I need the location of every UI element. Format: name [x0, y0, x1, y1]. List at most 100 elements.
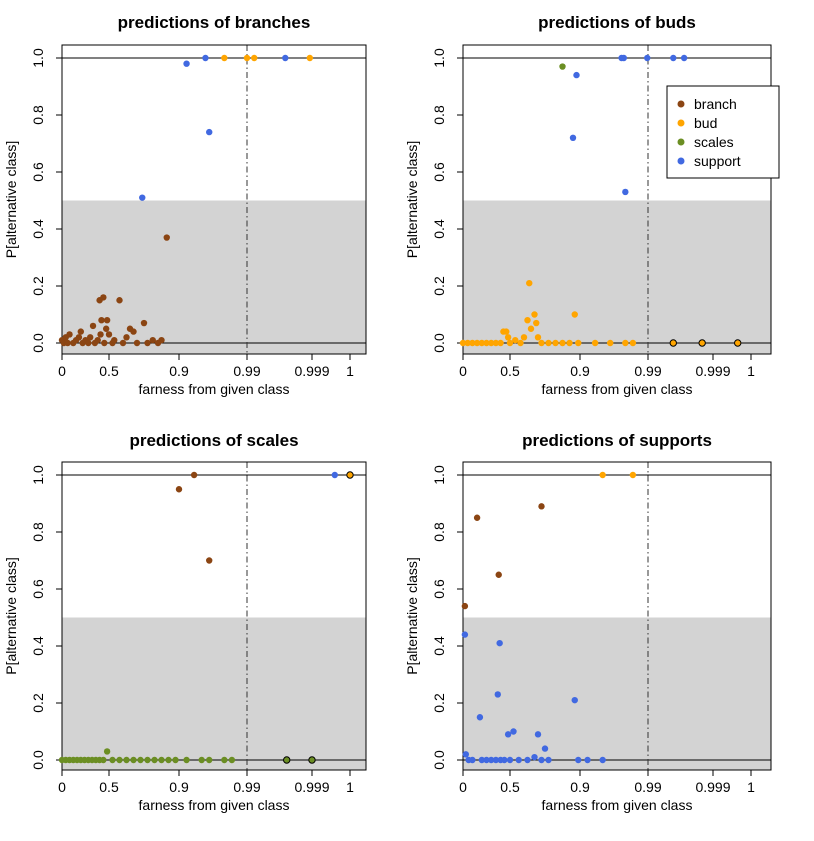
point-scales [130, 756, 137, 764]
y-tick-label: 1.0 [30, 465, 46, 485]
point-scales [151, 756, 158, 764]
point-support [541, 745, 549, 752]
point-support [492, 756, 500, 764]
plot-frame [462, 44, 772, 355]
point-branch [473, 514, 481, 521]
y-tick-label: 1.0 [431, 465, 447, 485]
x-tick-label: 0.5 [500, 779, 520, 795]
point-support [620, 54, 628, 62]
x-tick-label: 0.9 [570, 363, 590, 379]
point-bud [591, 339, 599, 347]
point-support [488, 756, 495, 764]
point-support [494, 691, 501, 698]
point-scales [109, 756, 116, 764]
point-branch [158, 336, 165, 344]
y-tick-label: 0.2 [30, 693, 46, 713]
point-bud [306, 54, 314, 62]
point-bud [251, 54, 258, 62]
legend: branch bud scales support [666, 85, 780, 179]
point-scales [206, 756, 213, 764]
point-scales [165, 756, 172, 764]
panel-1: predictions of branches 0 0.5 0.9 0.99 0.999 1… [3, 13, 367, 397]
y-tick-label: 0.0 [30, 333, 46, 353]
point-scales [183, 756, 190, 764]
point-support [139, 194, 146, 201]
point-branch [98, 317, 105, 324]
legend-marker-branch [677, 100, 685, 108]
panel-4: predictions of supports 0 0.5 0.9 0.99 0.999 1… [404, 431, 772, 813]
point-bud [534, 334, 542, 341]
point-bud [469, 339, 476, 347]
point-branch [130, 328, 137, 335]
y-tick-label: 0.4 [30, 636, 46, 656]
point-bud [346, 471, 354, 479]
shaded-region [62, 617, 366, 770]
point-scales [559, 63, 566, 70]
x-tick-label: 1 [346, 779, 354, 795]
point-support [599, 756, 606, 764]
point-branch [133, 339, 141, 347]
point-bud [599, 471, 606, 479]
legend-label-scales: scales [694, 134, 734, 150]
point-scales [137, 756, 144, 764]
point-support [622, 188, 629, 196]
point-bud [698, 339, 706, 347]
x-tick-label: 0.999 [294, 779, 329, 795]
point-branch [64, 339, 71, 347]
chart-title: predictions of branches [118, 13, 311, 32]
x-tick-label: 0.999 [695, 363, 730, 379]
point-bud [520, 334, 528, 341]
x-tick-label: 0.9 [169, 779, 189, 795]
point-bud [504, 334, 512, 341]
point-support [524, 756, 531, 764]
point-bud [464, 339, 471, 347]
x-tick-label: 0 [459, 779, 467, 795]
panel-3: predictions of scales 0 0.5 0.9 0.99 0.999 1 fa… [3, 431, 367, 813]
point-branch [461, 602, 469, 610]
x-tick-label: 0.5 [500, 363, 520, 379]
point-scales [123, 756, 130, 764]
chart-title: predictions of scales [129, 431, 298, 450]
point-support [571, 696, 578, 704]
point-branch [119, 339, 127, 347]
point-support [331, 471, 338, 479]
point-scales [308, 756, 316, 764]
point-support [501, 756, 508, 764]
point-bud [669, 339, 677, 347]
point-bud [524, 317, 531, 324]
y-axis-label: P[alternative class] [3, 557, 19, 675]
point-branch [100, 294, 107, 301]
y-tick-label: 0.2 [431, 693, 447, 713]
point-branch [94, 336, 101, 344]
point-support [183, 60, 190, 67]
point-bud [734, 339, 742, 347]
y-tick-label: 0.8 [30, 105, 46, 125]
panel-2: predictions of buds 0 0.5 0.9 0.99 0.999 1 farn… [404, 13, 772, 397]
plot-frame [61, 461, 367, 771]
point-bud [473, 339, 481, 347]
x-axis-label: farness from given class [542, 797, 693, 813]
chart-title: predictions of buds [538, 13, 696, 32]
point-support [515, 756, 522, 764]
y-tick-label: 0.4 [431, 219, 447, 239]
y-tick-label: 0.8 [30, 522, 46, 542]
point-support [206, 128, 213, 136]
point-branch [89, 322, 97, 330]
point-bud [221, 54, 228, 62]
chart-title: predictions of supports [522, 431, 712, 450]
point-bud [533, 319, 540, 327]
point-support [670, 54, 677, 62]
x-tick-label: 0.9 [570, 779, 590, 795]
point-support [202, 54, 209, 62]
legend-label-bud: bud [694, 115, 717, 131]
point-branch [77, 328, 85, 335]
y-tick-label: 1.0 [431, 48, 447, 68]
point-branch [140, 319, 148, 327]
point-bud [527, 325, 535, 332]
x-axis-label: farness from given class [542, 381, 693, 397]
point-branch [105, 331, 113, 338]
x-tick-label: 0.5 [99, 363, 119, 379]
point-support [680, 54, 688, 62]
point-support [461, 631, 469, 638]
